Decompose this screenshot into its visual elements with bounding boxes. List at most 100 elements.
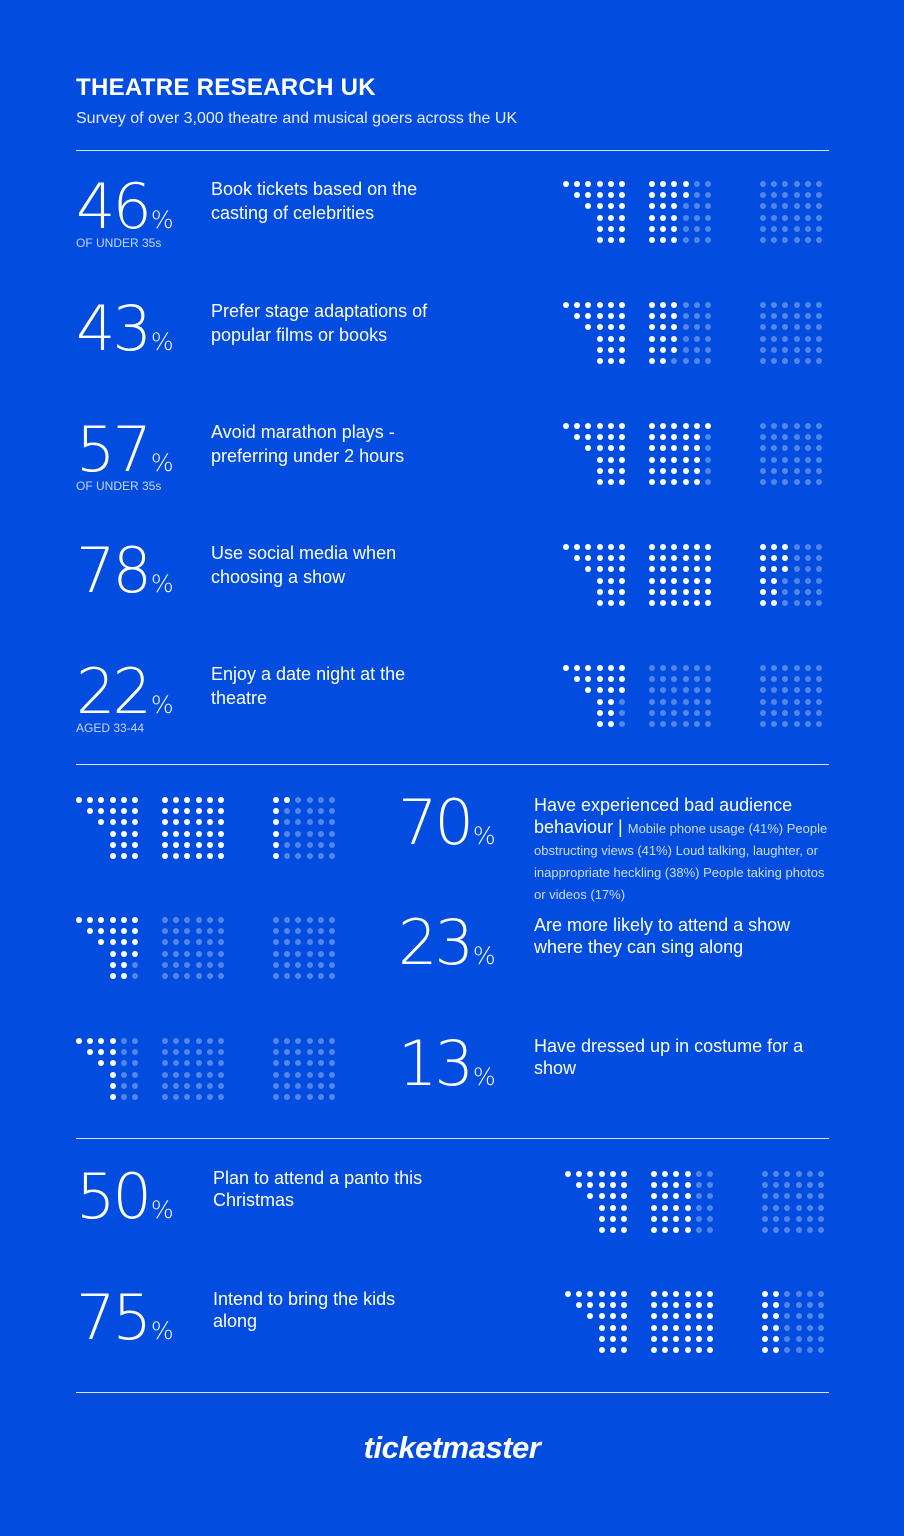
seat-dot-empty [773,1215,780,1222]
seat-dot-empty [760,687,766,694]
seat-dot-empty [295,1094,302,1100]
seat-dot-empty [795,1324,802,1331]
seat-dot-empty [306,853,313,859]
seat-dot-empty [705,434,711,441]
seat-dot-empty [804,445,811,452]
seat-dot-filled [673,1291,680,1297]
seat-dot-filled [705,566,711,573]
seat-dot-filled [671,237,678,243]
seat-dot-filled [585,665,592,671]
page-subtitle: Survey of over 3,000 theatre and musical… [76,110,518,127]
seat-dot-empty [295,830,302,837]
seat-dot-filled [574,181,581,187]
seat-dot-empty [317,808,324,815]
seat-dot-filled [760,544,766,550]
seat-dot-empty [773,1204,780,1211]
seat-dot-filled [693,555,700,562]
seat-dot-filled [660,203,667,210]
seat-dot-filled [682,479,689,485]
seat-dot-empty [760,676,766,683]
seat-dot-filled [273,830,279,837]
seat-dot-filled [76,917,82,923]
seat-dot-filled [762,1324,768,1331]
seat-dot-empty [173,1049,180,1056]
seat-dot-empty [273,1049,279,1056]
seat-dot-empty [793,456,800,463]
seat-dot-empty [671,676,678,683]
stat-qualifier: AGED 33-44 [76,721,145,735]
seat-dot-filled [673,1335,680,1342]
seat-dot-filled [649,358,655,364]
seat-dot-empty [218,950,224,957]
seat-dot-empty [317,1049,324,1056]
seat-dot-empty [218,973,224,979]
seat-dot-empty [816,665,822,671]
seat-dot-empty [206,1094,213,1100]
seat-dot-filled [565,1171,571,1177]
seat-dot-empty [206,1082,213,1089]
seat-dot-empty [284,1094,291,1100]
seat-dot-empty [818,1291,824,1297]
seat-dot-filled [596,709,603,716]
seat-dot-filled [671,346,678,353]
seat-dot-filled [576,1182,583,1189]
seat-dot-filled [682,445,689,452]
seat-dot-empty [306,797,313,803]
seat-dot-filled [109,841,116,848]
seat-dot-empty [707,1182,713,1189]
seat-dot-empty [682,358,689,364]
seat-dot-filled [173,841,180,848]
seat-dot-empty [306,1049,313,1056]
seat-dot-filled [649,467,655,474]
seat-dot-empty [306,841,313,848]
seat-dot-filled [619,577,625,584]
ticketmaster-logo: ticketmaster [363,1430,541,1465]
seat-dot-empty [184,1094,191,1100]
seat-dot-empty [173,973,180,979]
seat-dot-empty [184,973,191,979]
seat-dot-filled [607,479,614,485]
seat-dot-empty [795,1335,802,1342]
seat-dot-empty [804,600,811,606]
seat-dot-filled [771,555,778,562]
seat-dot-empty [818,1171,824,1177]
seat-dot-filled [662,1204,669,1211]
seat-dot-empty [707,1193,713,1200]
seat-dot-empty [760,698,766,705]
seat-dot-empty [818,1215,824,1222]
seat-dot-empty [784,1313,791,1320]
seat-dot-empty [693,346,700,353]
seat-dot-filled [662,1347,669,1353]
seat-dot-empty [773,1171,780,1177]
seat-dot-empty [660,687,667,694]
seat-dot-empty [793,698,800,705]
seat-dot-empty [707,1204,713,1211]
seat-dot-filled [162,797,168,803]
seat-dot-filled [773,1347,780,1353]
seat-dot-empty [184,1038,191,1044]
seat-dot-filled [671,445,678,452]
seat-dot-filled [607,698,614,705]
seat-dot-empty [693,225,700,232]
seat-dot-empty [795,1193,802,1200]
seat-dot-filled [598,1313,605,1320]
seat-dot-empty [195,917,202,923]
seat-dot-empty [173,950,180,957]
seat-dot-empty [793,181,800,187]
seat-dot-filled [671,313,678,320]
seat-dot-filled [662,1335,669,1342]
seat-dot-empty [682,721,689,727]
seat-dot-filled [649,588,655,595]
seat-dot-empty [218,1049,224,1056]
seat-dot-empty [693,313,700,320]
seat-dot-empty [206,917,213,923]
seat-dot-empty [295,1038,302,1044]
seat-dot-filled [671,324,678,331]
seat-dot-filled [574,192,581,199]
seat-dot-filled [162,819,168,826]
seat-dot-filled [660,588,667,595]
seat-dot-empty [132,961,138,968]
seat-dot-empty [162,1049,168,1056]
seat-dot-empty [782,698,789,705]
seat-dot-filled [762,1347,768,1353]
